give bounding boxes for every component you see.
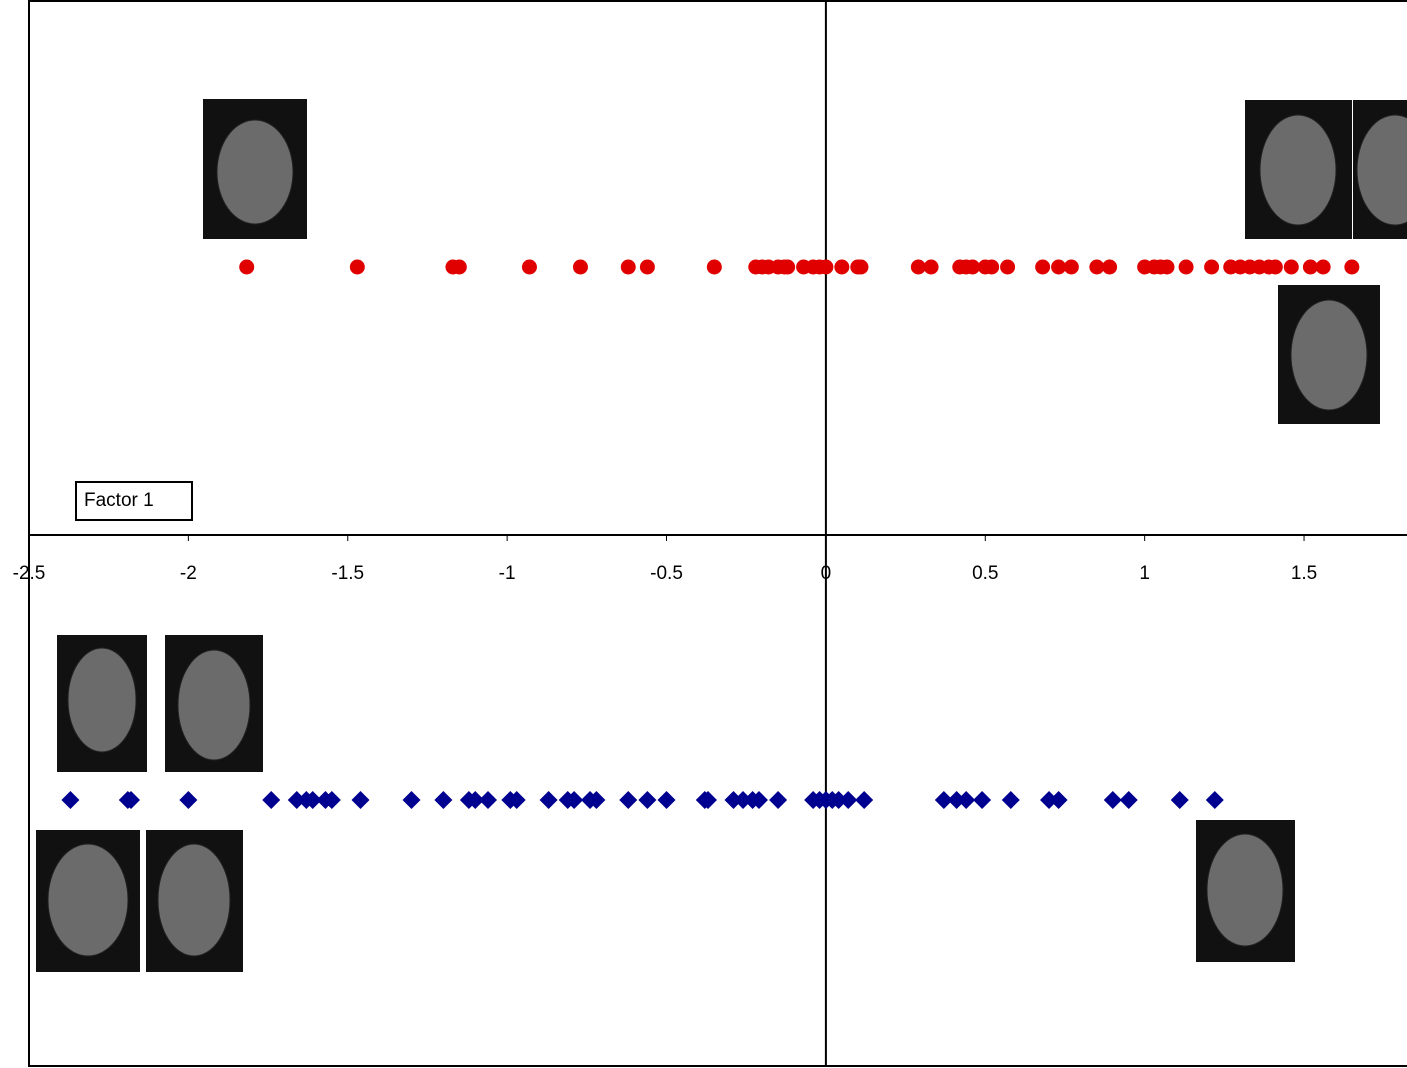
data-point — [239, 260, 254, 275]
data-point — [1316, 260, 1331, 275]
data-point — [122, 791, 140, 809]
x-tick-label: 0.5 — [972, 563, 998, 584]
x-tick-label: -0.5 — [650, 563, 683, 584]
data-point — [1051, 260, 1066, 275]
data-point — [1102, 260, 1117, 275]
data-point — [522, 260, 537, 275]
x-tick-label: 1.5 — [1291, 563, 1317, 584]
data-point — [262, 791, 280, 809]
data-point — [479, 791, 497, 809]
data-point — [699, 791, 717, 809]
data-point — [640, 260, 655, 275]
data-point — [1159, 260, 1174, 275]
data-point — [839, 791, 857, 809]
data-point — [769, 791, 787, 809]
data-point — [1206, 791, 1224, 809]
data-point — [973, 791, 991, 809]
data-point — [911, 260, 926, 275]
data-point — [621, 260, 636, 275]
data-point — [619, 791, 637, 809]
data-point — [1089, 260, 1104, 275]
data-point — [1179, 260, 1194, 275]
data-point — [1104, 791, 1122, 809]
data-point — [1002, 791, 1020, 809]
data-point — [984, 260, 999, 275]
data-point — [924, 260, 939, 275]
data-point — [352, 791, 370, 809]
data-point — [1303, 260, 1318, 275]
data-point — [179, 791, 197, 809]
data-point — [61, 791, 79, 809]
data-point — [1344, 260, 1359, 275]
data-point — [707, 260, 722, 275]
data-point — [1050, 791, 1068, 809]
x-tick-label: -2.5 — [13, 563, 46, 584]
data-point — [403, 791, 421, 809]
chart: Factor 1 -2.5 -2 -1.5 -1 -0.5 0 0.5 1 1.5 — [0, 0, 1407, 1068]
data-point — [434, 791, 452, 809]
data-point — [1035, 260, 1050, 275]
annotation: Factor 1 — [84, 490, 154, 511]
data-point — [350, 260, 365, 275]
data-point — [638, 791, 656, 809]
x-tick-label: -1 — [499, 563, 516, 584]
data-point — [452, 260, 467, 275]
data-point — [957, 791, 975, 809]
data-point — [965, 260, 980, 275]
x-tick-label: -2 — [180, 563, 197, 584]
data-point — [1284, 260, 1299, 275]
x-tick-label: -1.5 — [331, 563, 364, 584]
data-point — [1120, 791, 1138, 809]
x-tick-label: 1 — [1139, 563, 1150, 584]
data-point — [1268, 260, 1283, 275]
data-point — [540, 791, 558, 809]
x-tick-label: 0 — [821, 563, 832, 584]
data-point — [1000, 260, 1015, 275]
data-point — [818, 260, 833, 275]
data-point — [658, 791, 676, 809]
data-point — [1204, 260, 1219, 275]
data-point — [780, 260, 795, 275]
data-point — [1064, 260, 1079, 275]
data-point — [834, 260, 849, 275]
data-point — [853, 260, 868, 275]
data-point — [1171, 791, 1189, 809]
data-point — [573, 260, 588, 275]
data-point — [855, 791, 873, 809]
